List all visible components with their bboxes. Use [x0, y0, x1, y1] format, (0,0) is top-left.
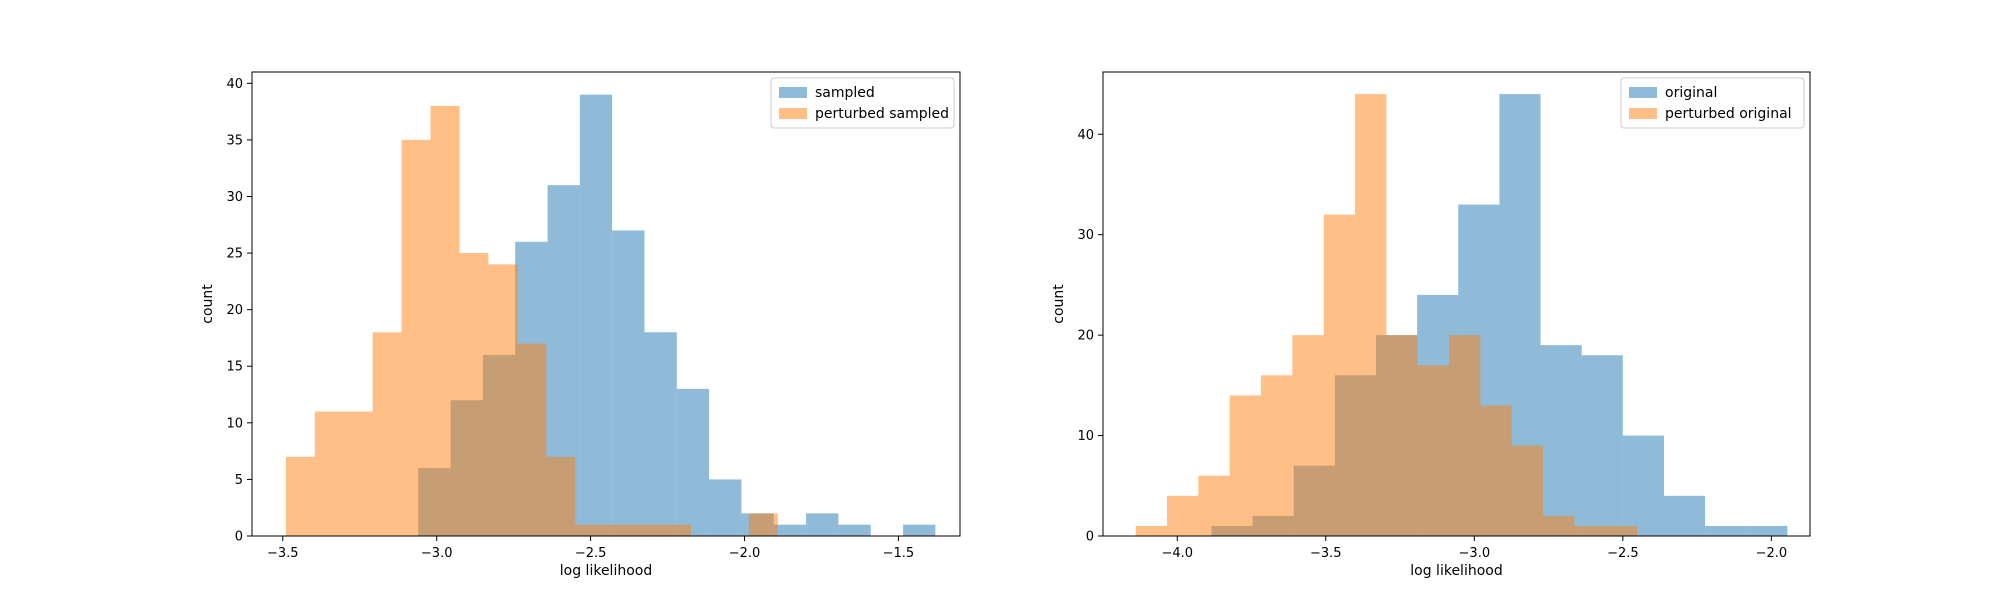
histogram-bar — [806, 513, 839, 536]
histogram-bar — [546, 456, 576, 536]
histogram-bar — [314, 411, 344, 536]
histogram-bar — [1605, 525, 1638, 536]
histogram-bar — [1323, 214, 1356, 537]
histogram-bar — [1511, 445, 1544, 536]
legend-swatch — [1629, 87, 1657, 98]
histogram-bar — [1746, 525, 1788, 536]
legend-label: perturbed original — [1665, 106, 1792, 122]
y-tick-label: 40 — [226, 77, 243, 92]
histogram-bar — [1167, 495, 1199, 536]
y-tick-label: 25 — [226, 247, 243, 262]
x-tick-label: −3.0 — [421, 546, 453, 561]
x-tick-label: −3.0 — [1459, 546, 1491, 561]
y-tick-label: 15 — [226, 360, 243, 375]
histogram-bar — [459, 253, 489, 536]
x-tick-label: −4.0 — [1161, 546, 1193, 561]
y-tick-label: 35 — [226, 133, 243, 148]
histogram-bar — [612, 230, 645, 536]
y-axis-label: count — [200, 284, 216, 324]
histogram-bar — [1386, 335, 1418, 536]
y-tick-label: 0 — [235, 530, 243, 545]
legend-label: sampled — [815, 85, 875, 101]
legend-label: perturbed sampled — [815, 106, 949, 122]
x-tick-label: −2.0 — [729, 546, 761, 561]
histogram-bar — [1664, 495, 1706, 536]
legend-swatch — [779, 87, 807, 98]
series-perturbed-original — [1135, 94, 1638, 537]
histogram-bar — [372, 332, 402, 536]
histogram-bar — [644, 332, 677, 536]
axes-frame — [251, 71, 961, 537]
histogram-bar — [488, 264, 518, 536]
x-tick-label: −3.5 — [1310, 546, 1342, 561]
x-tick-label: −2.5 — [1607, 546, 1639, 561]
histogram-bar — [1135, 525, 1168, 536]
histogram-bar — [709, 479, 742, 536]
y-tick-label: 10 — [226, 416, 243, 431]
histogram-bar — [1622, 435, 1664, 536]
y-tick-label: 5 — [235, 473, 243, 488]
x-tick-label: −2.5 — [575, 546, 607, 561]
series-perturbed-sampled — [285, 105, 778, 536]
legend-box — [1620, 77, 1805, 129]
histogram-bar — [1355, 94, 1387, 536]
legend: sampled perturbed sampled — [770, 77, 955, 129]
y-tick-label: 10 — [1077, 429, 1094, 444]
histogram-bar — [575, 524, 605, 536]
histogram-bar — [1449, 335, 1481, 536]
histogram-bar — [285, 456, 315, 536]
histogram-bar — [1705, 525, 1747, 536]
legend-swatch — [1629, 108, 1657, 119]
histogram-bar — [633, 524, 663, 536]
histogram-bar — [1574, 525, 1606, 536]
histogram-bar — [1292, 335, 1324, 536]
histogram-bar — [1261, 375, 1293, 536]
histogram-bar — [1581, 355, 1623, 536]
histogram-bar — [1198, 475, 1230, 536]
y-tick-label: 30 — [226, 190, 243, 205]
x-tick-label: −1.5 — [883, 546, 915, 561]
x-axis-label: log likelihood — [1410, 563, 1502, 579]
y-tick-label: 40 — [1077, 128, 1094, 143]
histogram-bar — [748, 513, 778, 536]
y-tick-label: 0 — [1086, 530, 1094, 545]
histogram-bar — [838, 524, 871, 536]
chart-panel-2: −4.0 −3.5 −3.0 −2.5 −2.0 0 10 20 30 40 log likelih… — [1051, 71, 1811, 579]
legend-label: original — [1665, 85, 1717, 101]
x-axis-label: log likelihood — [560, 563, 652, 579]
y-tick-label: 20 — [226, 303, 243, 318]
histogram-bar — [430, 105, 460, 536]
histogram-bar — [1417, 365, 1450, 536]
y-tick-label: 30 — [1077, 228, 1094, 243]
axes-frame — [1102, 71, 1811, 537]
legend-swatch — [779, 108, 807, 119]
histogram-bar — [1229, 395, 1262, 536]
x-tick-label: −3.5 — [267, 546, 299, 561]
histogram-bar — [903, 524, 936, 536]
x-tick-label: −2.0 — [1756, 546, 1788, 561]
histogram-bar — [343, 411, 373, 536]
histogram-bar — [401, 139, 431, 536]
histogram-bar — [604, 524, 634, 536]
chart-panel-1: −3.5 −3.0 −2.5 −2.0 −1.5 0 5 10 15 20 25 30 35 40 log … — [200, 71, 961, 579]
histogram-bar — [1540, 345, 1582, 536]
histogram-bar — [676, 388, 710, 536]
histogram-bar — [579, 94, 613, 536]
legend: original perturbed original — [1620, 77, 1805, 129]
y-tick-label: 20 — [1077, 329, 1094, 344]
histogram-bar — [662, 524, 691, 536]
legend-box — [770, 77, 955, 129]
y-axis-label: count — [1051, 284, 1067, 324]
histogram-bar — [773, 524, 807, 536]
histogram-bar — [1480, 405, 1512, 536]
histogram-bar — [1543, 515, 1575, 536]
histogram-bar — [517, 343, 547, 536]
